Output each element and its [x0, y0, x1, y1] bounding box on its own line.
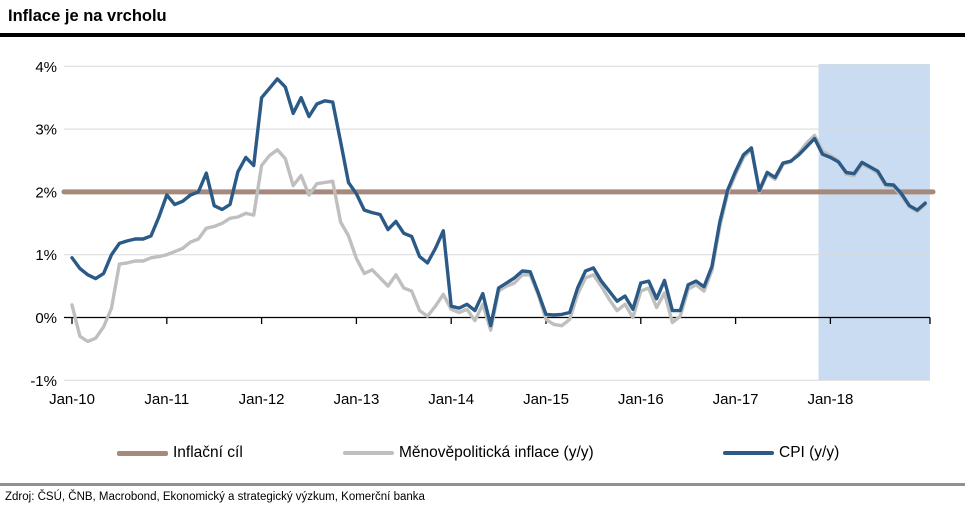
forecast-band: [818, 64, 930, 381]
y-tick-label-4%: 4%: [35, 59, 57, 76]
source-text: Zdroj: ČSÚ, ČNB, Macrobond, Ekonomický a…: [5, 491, 425, 503]
chart-title: Inflace je na vrcholu: [8, 7, 167, 25]
legend-item-cpi: CPI (y/y): [723, 444, 839, 462]
x-tick-label-Jan-10: Jan-10: [49, 391, 95, 408]
cpi-swatch: [723, 451, 774, 455]
x-tick-label-Jan-17: Jan-17: [713, 391, 759, 408]
legend-label-mp-inflation: Měnověpolitická inflace (y/y): [399, 444, 594, 461]
mp-inflation-line: [70, 133, 927, 344]
legend-label-cpi: CPI (y/y): [779, 444, 840, 461]
x-tick-label-Jan-16: Jan-16: [618, 391, 664, 408]
x-tick-label-Jan-18: Jan-18: [807, 391, 853, 408]
x-tick-label-Jan-15: Jan-15: [523, 391, 569, 408]
y-tick-label-1%: 1%: [35, 247, 57, 264]
legend-item-mp-inflation: Měnověpolitická inflace (y/y): [343, 444, 594, 462]
legend-item-inflation-target: Inflační cíl: [117, 444, 243, 462]
x-tick-label-Jan-11: Jan-11: [144, 391, 189, 408]
cpi-line: [70, 77, 927, 328]
y-tick-label-3%: 3%: [35, 122, 57, 139]
mp-inflation-swatch: [343, 451, 394, 455]
x-tick-label-Jan-12: Jan-12: [239, 391, 285, 408]
legend-label-inflation-target: Inflační cíl: [173, 444, 243, 461]
target-line-swatch: [117, 450, 168, 456]
title-rule: [0, 33, 965, 37]
y-tick-label-2%: 2%: [35, 184, 57, 201]
y-tick-label--1%: -1%: [30, 373, 57, 390]
x-tick-label-Jan-13: Jan-13: [333, 391, 379, 408]
x-tick-label-Jan-14: Jan-14: [428, 391, 474, 408]
y-tick-label-0%: 0%: [35, 310, 57, 327]
source-rule: [0, 483, 965, 486]
